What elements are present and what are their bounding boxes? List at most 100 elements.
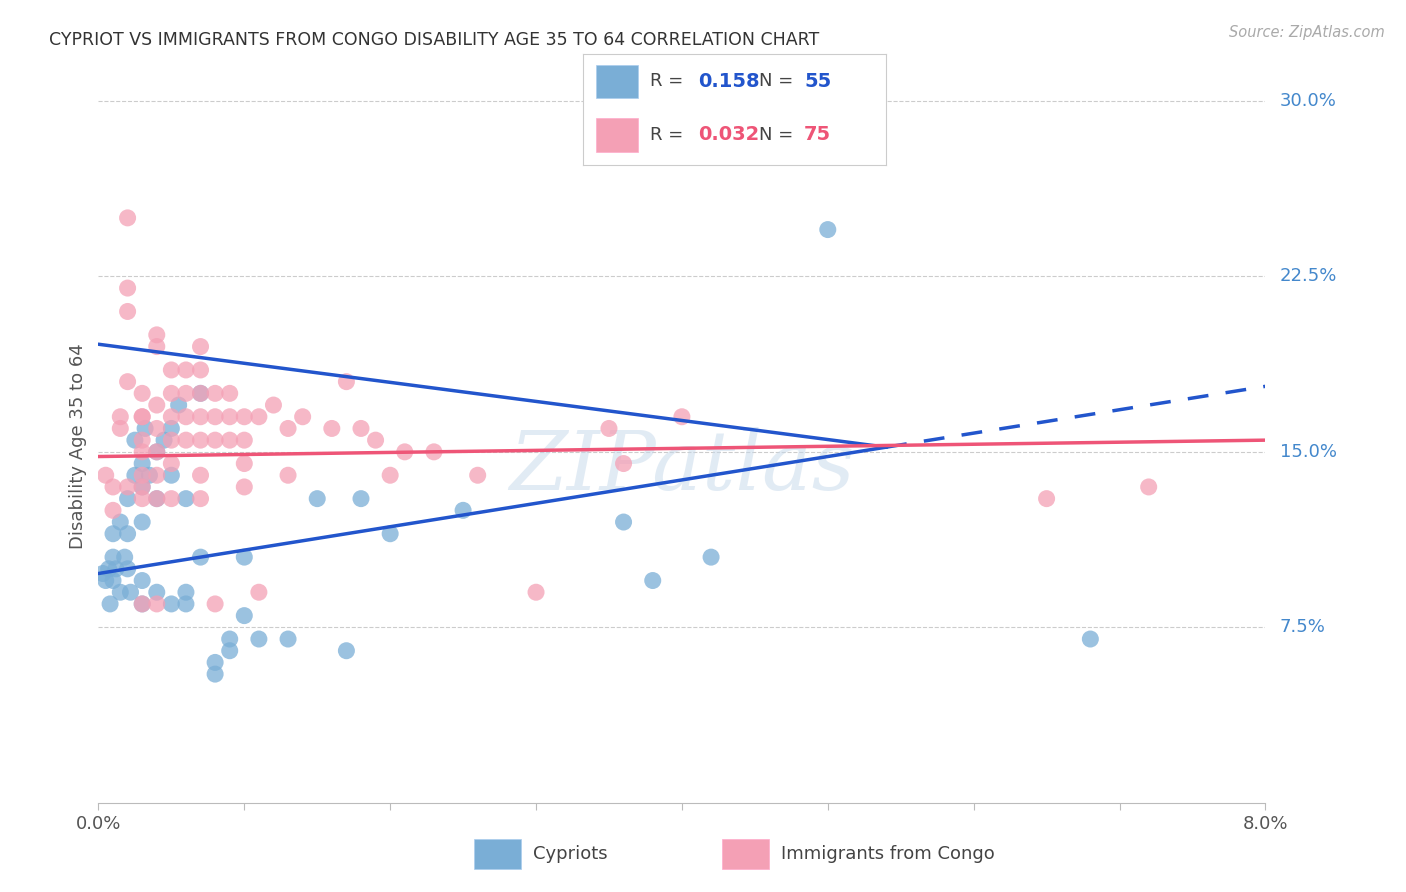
Bar <box>596 65 638 98</box>
Point <box>160 457 183 471</box>
Point <box>817 222 839 236</box>
Point <box>378 468 402 483</box>
Point <box>117 480 139 494</box>
Point <box>204 667 226 681</box>
Point <box>117 491 139 506</box>
Point <box>160 386 183 401</box>
Point <box>110 515 132 529</box>
Point <box>167 398 190 412</box>
Text: CYPRIOT VS IMMIGRANTS FROM CONGO DISABILITY AGE 35 TO 64 CORRELATION CHART: CYPRIOT VS IMMIGRANTS FROM CONGO DISABIL… <box>49 31 820 49</box>
Text: 0.032: 0.032 <box>699 126 759 145</box>
Point <box>233 608 256 623</box>
Point <box>321 421 343 435</box>
Point <box>524 585 547 599</box>
Point <box>612 457 634 471</box>
Point <box>110 585 132 599</box>
Point <box>335 375 357 389</box>
Point <box>94 574 117 588</box>
Point <box>174 491 197 506</box>
Point <box>131 597 153 611</box>
Point <box>174 409 197 424</box>
Point <box>247 409 270 424</box>
Point <box>451 503 474 517</box>
Point <box>277 632 299 646</box>
Point <box>190 550 212 565</box>
Point <box>307 491 329 506</box>
Point <box>291 409 314 424</box>
Point <box>146 597 169 611</box>
Bar <box>474 839 520 869</box>
Point <box>204 409 226 424</box>
Point <box>98 597 121 611</box>
Point <box>218 386 240 401</box>
Point <box>117 211 139 225</box>
Text: Immigrants from Congo: Immigrants from Congo <box>780 845 994 863</box>
Point <box>247 585 270 599</box>
Point <box>153 433 176 447</box>
Point <box>1080 632 1102 646</box>
Point <box>160 468 183 483</box>
Text: ZIPatlas: ZIPatlas <box>509 427 855 508</box>
Point <box>117 375 139 389</box>
Point <box>218 644 240 658</box>
Point <box>277 468 299 483</box>
Point <box>233 480 256 494</box>
Point <box>146 491 169 506</box>
Point <box>110 421 132 435</box>
Point <box>146 585 169 599</box>
Point <box>190 409 212 424</box>
Point <box>218 433 240 447</box>
Text: 7.5%: 7.5% <box>1279 618 1326 636</box>
Point <box>160 409 183 424</box>
Point <box>204 597 226 611</box>
Point <box>131 468 153 483</box>
Point <box>467 468 489 483</box>
Point <box>247 632 270 646</box>
Point <box>612 515 634 529</box>
Point <box>101 526 124 541</box>
Point <box>233 409 256 424</box>
Point <box>190 363 212 377</box>
Text: R =: R = <box>650 126 689 144</box>
Point <box>131 457 153 471</box>
Point <box>131 386 153 401</box>
Point <box>700 550 723 565</box>
Point <box>117 281 139 295</box>
Point <box>117 526 139 541</box>
Text: 22.5%: 22.5% <box>1279 268 1337 285</box>
Point <box>160 491 183 506</box>
Point <box>190 386 212 401</box>
Point <box>160 433 183 447</box>
Point <box>146 445 169 459</box>
Point <box>233 550 256 565</box>
Point <box>131 445 153 459</box>
Text: 55: 55 <box>804 72 831 91</box>
Point <box>277 421 299 435</box>
Point <box>641 574 664 588</box>
Point <box>598 421 620 435</box>
Bar <box>721 839 769 869</box>
Point <box>124 468 146 483</box>
Point <box>233 457 256 471</box>
Point <box>364 433 387 447</box>
Point <box>335 644 357 658</box>
Point <box>262 398 284 412</box>
Point <box>190 386 212 401</box>
Point <box>671 409 693 424</box>
Point <box>423 445 446 459</box>
Point <box>146 327 169 342</box>
Point <box>174 386 197 401</box>
Y-axis label: Disability Age 35 to 64: Disability Age 35 to 64 <box>69 343 87 549</box>
Point <box>378 526 402 541</box>
Point <box>138 468 160 483</box>
Text: R =: R = <box>650 72 689 90</box>
Point <box>160 597 183 611</box>
Point <box>101 480 124 494</box>
Text: 75: 75 <box>804 126 831 145</box>
Point <box>146 445 169 459</box>
Point <box>218 409 240 424</box>
Text: 30.0%: 30.0% <box>1279 92 1337 110</box>
Point <box>204 656 226 670</box>
Point <box>104 562 127 576</box>
Point <box>160 363 183 377</box>
